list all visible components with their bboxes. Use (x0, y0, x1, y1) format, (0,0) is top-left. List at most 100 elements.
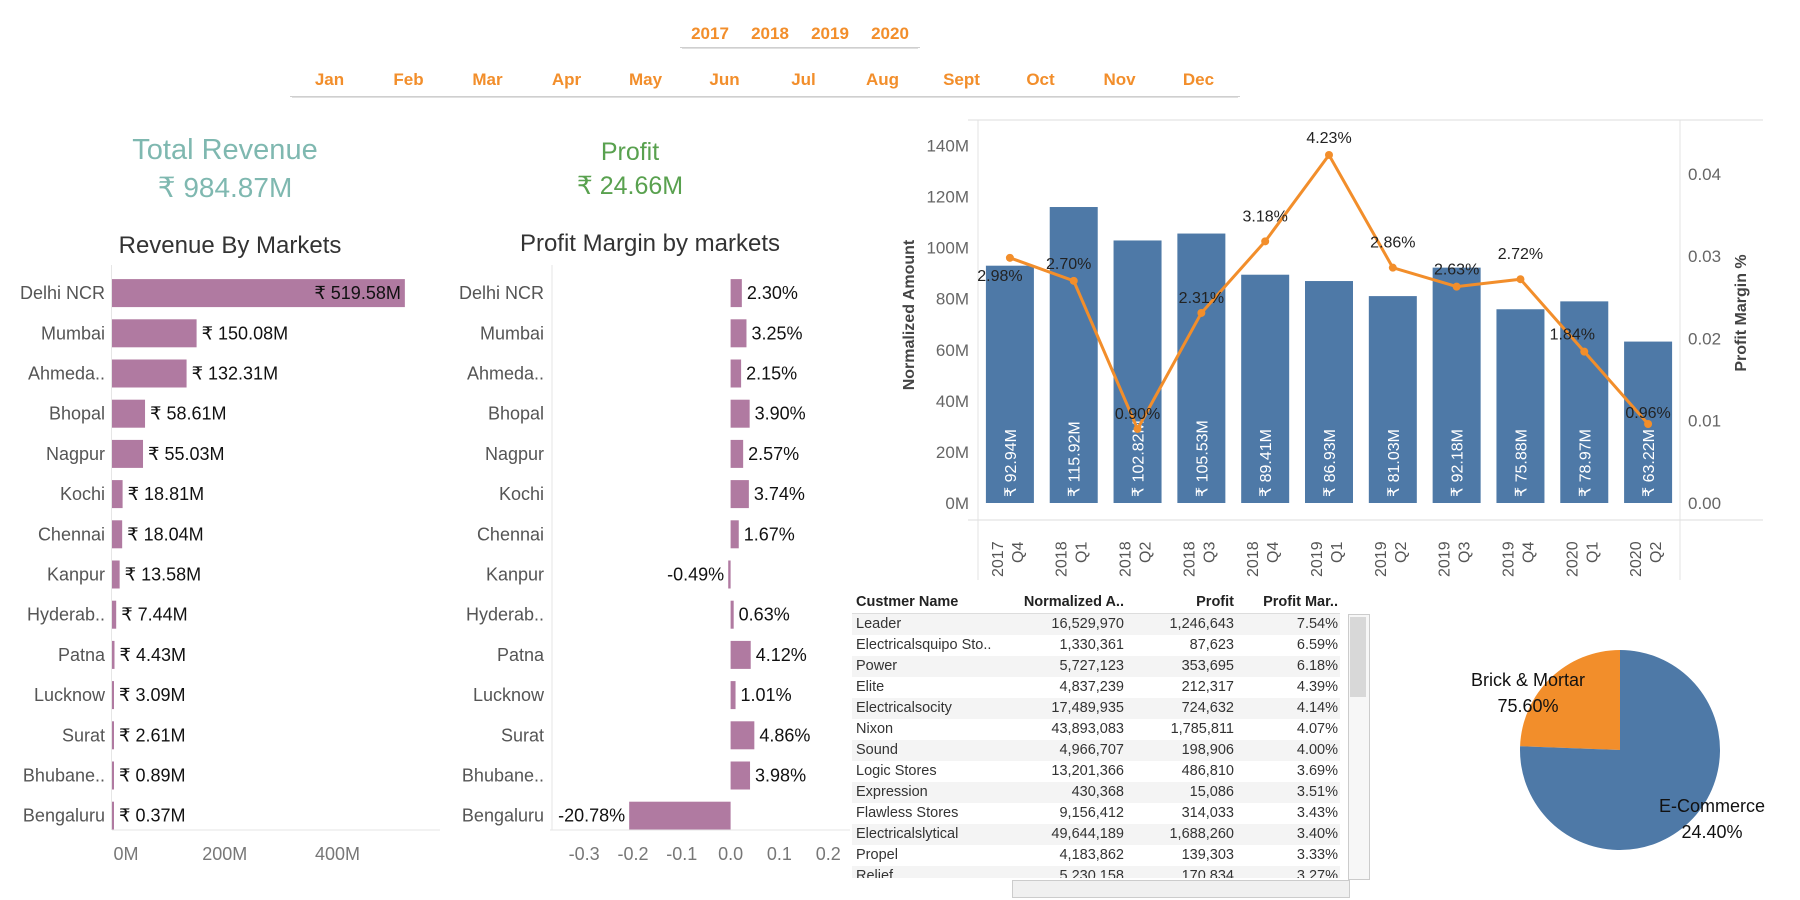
category-label: Bhubane.. (23, 766, 105, 786)
month-filter-jan[interactable]: Jan (314, 70, 345, 89)
month-filter-nov[interactable]: Nov (1103, 70, 1136, 89)
x-tick-label: 0M (113, 844, 138, 864)
line-data-label: 2.86% (1370, 235, 1415, 252)
profit-margin-bar (730, 359, 742, 388)
bar-data-label: ₹ 102.82M (1131, 420, 1148, 497)
line-point (1452, 282, 1461, 291)
table-row[interactable]: Leader 16,529,970 1,246,643 7.54% (852, 614, 1340, 635)
month-filter-feb[interactable]: Feb (393, 70, 424, 89)
year-filter-2017[interactable]: 2017 (691, 24, 729, 43)
column-header[interactable]: Custmer Name (856, 594, 959, 610)
amount-bar (1049, 207, 1098, 503)
line-data-label: 4.23% (1306, 130, 1351, 147)
category-label: Bengaluru (23, 806, 105, 826)
table-row[interactable]: Electricalsocity 17,489,935 724,632 4.14% (852, 698, 1340, 719)
column-header[interactable]: Profit Mar.. (1263, 594, 1338, 610)
category-label: Ahmeda.. (467, 364, 544, 384)
x-tick-quarter: Q1 (1329, 542, 1346, 563)
bar-data-label: ₹ 81.03M (1386, 429, 1403, 497)
x-tick-label: 0.1 (767, 844, 792, 864)
column-header[interactable]: Normalized A.. (1023, 594, 1124, 610)
data-label: ₹ 4.43M (119, 645, 185, 665)
x-tick-year: 2018 (1181, 541, 1198, 577)
bar-data-label: ₹ 78.97M (1577, 429, 1594, 497)
month-filter-jun[interactable]: Jun (709, 70, 740, 89)
revenue-profit-margin-combo-chart: 0M 20M 40M 60M 80M 100M 120M 140M 0.00 0.01 0.02 0.… (901, 119, 1763, 580)
year-filter-2019[interactable]: 2019 (811, 24, 849, 43)
profit-margin-by-markets-title: Profit Margin by markets (519, 230, 781, 257)
x-tick-year: 2020 (1564, 541, 1581, 577)
data-label: 2.15% (746, 364, 797, 384)
category-label: Delhi NCR (20, 283, 105, 303)
month-filter-mar[interactable]: Mar (472, 70, 503, 89)
year-filter: 2017 2018 2019 2020 (680, 24, 920, 48)
category-label: Mumbai (41, 323, 105, 343)
table-row[interactable]: Sound 4,966,707 198,906 4.00% (852, 740, 1340, 761)
table-cell: Propel (856, 847, 898, 863)
month-filter-apr[interactable]: Apr (551, 70, 582, 89)
line-point (1325, 150, 1333, 159)
category-label: Chennai (477, 524, 544, 544)
y-tick-label: 100M (926, 239, 969, 258)
data-label: ₹ 7.44M (121, 605, 187, 625)
amount-bar (1177, 233, 1226, 503)
data-label: ₹ 58.61M (150, 404, 227, 424)
table-cell: 87,623 (1189, 637, 1234, 653)
table-row[interactable]: Expression 430,368 15,086 3.51% (852, 782, 1340, 803)
month-filter-aug[interactable]: Aug (865, 70, 900, 89)
data-label: -0.49% (667, 565, 724, 585)
y2-axis-title: Profit Margin % (1733, 254, 1750, 371)
profit-margin-bar (730, 439, 744, 468)
month-filter-jul[interactable]: Jul (791, 70, 816, 89)
x-tick-label: 200M (202, 844, 247, 864)
table-vertical-scrollbar[interactable] (1348, 614, 1370, 880)
table-cell: 430,368 (1071, 784, 1124, 800)
pie-value-label: 24.40% (1681, 822, 1742, 842)
category-label: Kochi (60, 484, 105, 504)
x-tick-quarter: Q1 (1584, 542, 1601, 563)
column-header[interactable]: Profit (1196, 594, 1234, 610)
table-row[interactable]: Electricalsquipo Sto.. 1,330,361 87,623 6.5… (852, 635, 1340, 656)
profit-margin-bar (730, 480, 749, 509)
month-filter-oct[interactable]: Oct (1026, 70, 1055, 89)
x-tick-year: 2017 (990, 541, 1007, 577)
table-row[interactable]: Relief 5,230,158 170,834 3.27% (852, 866, 1340, 878)
line-data-label: 2.98% (977, 268, 1022, 285)
month-filter-sept[interactable]: Sept (943, 70, 980, 89)
table-row[interactable]: Power 5,727,123 353,695 6.18% (852, 656, 1340, 677)
table-row[interactable]: Nixon 43,893,083 1,785,811 4.07% (852, 719, 1340, 740)
table-cell: 170,834 (1181, 868, 1234, 878)
data-label: ₹ 519.58M (314, 283, 401, 303)
line-data-label: 2.31% (1179, 290, 1224, 307)
x-tick-label: 0.0 (718, 844, 743, 864)
table-cell: 3.27% (1296, 868, 1338, 878)
month-filter-dec[interactable]: Dec (1182, 70, 1215, 89)
table-cell: 16,529,970 (1051, 616, 1124, 632)
table-cell: 1,688,260 (1169, 826, 1234, 842)
table-row[interactable]: Logic Stores 13,201,366 486,810 3.69% (852, 761, 1340, 782)
category-label: Surat (62, 725, 105, 745)
table-row[interactable]: Electricalslytical 49,644,189 1,688,260 3.4… (852, 824, 1340, 845)
category-label: Lucknow (34, 685, 106, 705)
month-filter-may[interactable]: May (628, 70, 663, 89)
x-tick-quarter: Q2 (1648, 542, 1665, 563)
table-cell: Leader (856, 616, 902, 632)
x-tick-label: 400M (315, 844, 360, 864)
profit-margin-bar (730, 681, 736, 710)
year-filter-2020[interactable]: 2020 (871, 24, 909, 43)
scrollbar-thumb[interactable] (1350, 617, 1366, 697)
x-tick-quarter: Q4 (1265, 542, 1282, 563)
table-cell: 4,837,239 (1059, 679, 1124, 695)
table-horizontal-scrollbar[interactable] (1012, 880, 1350, 898)
profit-margin-bar (629, 801, 731, 830)
data-label: 1.01% (741, 685, 792, 705)
table-header: Custmer Name Normalized A.. Profit Profit M… (852, 592, 1340, 614)
table-row[interactable]: Propel 4,183,862 139,303 3.33% (852, 845, 1340, 866)
table-row[interactable]: Flawless Stores 9,156,412 314,033 3.43% (852, 803, 1340, 824)
bar-data-label: ₹ 86.93M (1322, 429, 1339, 497)
data-label: ₹ 2.61M (119, 725, 185, 745)
table-row[interactable]: Elite 4,837,239 212,317 4.39% (852, 677, 1340, 698)
year-filter-2018[interactable]: 2018 (751, 24, 789, 43)
table-cell: 314,033 (1181, 805, 1234, 821)
line-point (1197, 308, 1206, 317)
